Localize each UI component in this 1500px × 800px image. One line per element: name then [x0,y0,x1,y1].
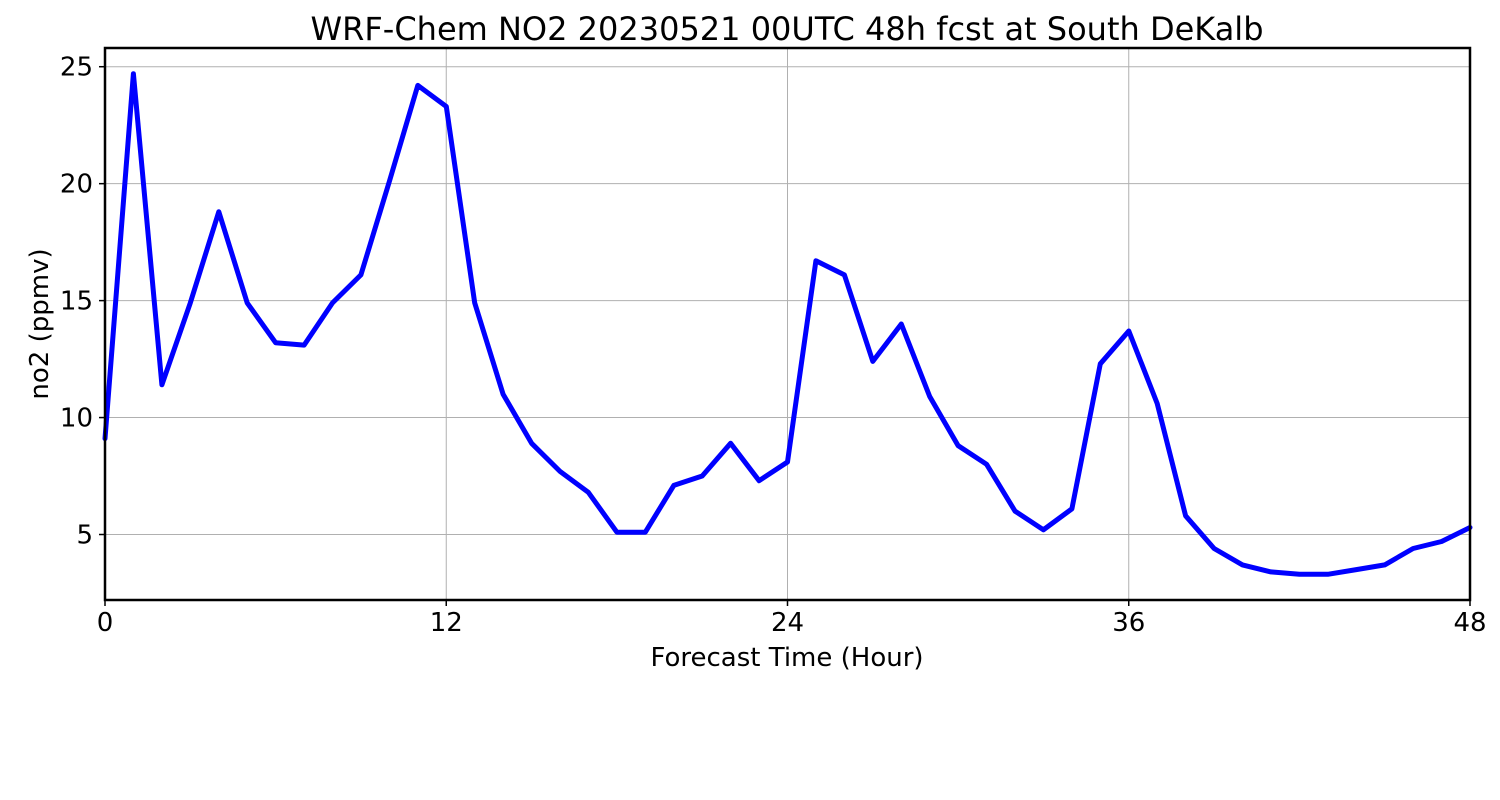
y-tick-label: 10 [60,404,93,434]
no2-series-line [102,71,1473,577]
series-layer [102,71,1473,577]
x-tick-label: 12 [430,608,463,638]
axis-ticks: 0 12 24 36 48 5 10 15 20 25 [60,53,1487,638]
y-tick-label: 15 [60,287,93,317]
x-tick-label: 48 [1453,608,1486,638]
y-tick-label: 25 [60,53,93,83]
y-axis-label: no2 (ppmv) [25,248,55,399]
y-tick-label: 5 [76,521,93,551]
x-tick-label: 0 [97,608,114,638]
chart-title: WRF-Chem NO2 20230521 00UTC 48h fcst at … [311,10,1264,48]
x-axis-label: Forecast Time (Hour) [650,643,923,673]
y-tick-label: 20 [60,170,93,200]
x-tick-label: 36 [1112,608,1145,638]
x-tick-label: 24 [771,608,804,638]
